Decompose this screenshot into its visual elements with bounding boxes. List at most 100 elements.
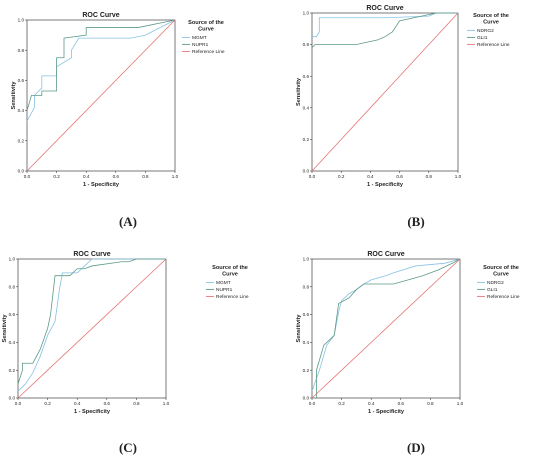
panel-caption: (A) — [119, 214, 137, 229]
x-tick-label: 0.6 — [104, 401, 111, 406]
roc-panel-d: ROC Curve 0.0 0.2 0.4 0.6 0.8 1.0 0.0 0.2 0.4 0.6 0… — [296, 251, 520, 455]
legend-item-label: MGMT — [192, 35, 207, 41]
x-tick-label: 0.6 — [398, 401, 405, 406]
x-axis-label: 1 - Specificity — [367, 182, 404, 188]
y-tick-label: 0.6 — [18, 78, 25, 83]
x-tick-label: 1.0 — [172, 174, 179, 179]
x-axis-label: 1 - Specificity — [368, 409, 405, 415]
x-tick-label: 1.0 — [455, 174, 462, 179]
legend-title-line: Source of the — [212, 265, 248, 271]
legend-item-label: Reference Line — [216, 294, 249, 300]
y-tick-label: 0.2 — [303, 368, 310, 373]
legend-title-line: Source of the — [483, 265, 519, 271]
y-tick-label: 0.2 — [9, 368, 16, 373]
y-axis-label: Sensitivity — [296, 77, 302, 106]
x-tick-label: 0.4 — [368, 401, 375, 406]
y-tick-label: 0.8 — [303, 284, 310, 289]
x-tick-label: 0.4 — [74, 401, 81, 406]
legend-item-label: MGMT — [216, 280, 231, 286]
legend-title-line: Curve — [483, 20, 499, 26]
x-tick-label: 0.8 — [427, 401, 434, 406]
y-axis-label: Sensitivity — [11, 81, 17, 110]
x-tick-label: 1.0 — [163, 401, 170, 406]
roc-panel-b: ROC Curve 0.0 0.2 0.4 0.6 0.8 1.0 0.0 0.2 0.4 0.6 0… — [296, 5, 510, 229]
legend-item-label: Reference Line — [192, 49, 225, 55]
legend-title-line: Curve — [222, 272, 238, 278]
reference-line-line — [26, 19, 176, 172]
legend-title: Source of the Curve — [473, 13, 509, 26]
legend-item-label: NDRG2 — [477, 28, 494, 34]
legend-title-line: Source of the — [473, 13, 509, 19]
x-tick-label: 0.0 — [15, 401, 22, 406]
x-tick-label: 0.2 — [338, 174, 345, 179]
y-tick-label: 0.2 — [18, 138, 25, 143]
plot-frame — [26, 19, 176, 172]
y-tick-label: 0.0 — [18, 169, 25, 174]
x-axis-label: 1 - Specificity — [74, 409, 111, 415]
x-tick-label: 0.6 — [113, 174, 120, 179]
y-axis-label: Sensitivity — [2, 314, 8, 343]
nupr1-line — [17, 258, 166, 385]
x-tick-label: 0.2 — [44, 401, 51, 406]
y-tick-label: 0.8 — [9, 284, 16, 289]
ndrg2-line — [311, 258, 461, 392]
x-tick-label: 0.0 — [24, 174, 31, 179]
nupr1-line — [26, 19, 176, 111]
y-tick-label: 0.8 — [18, 48, 25, 53]
x-tick-label: 0.4 — [83, 174, 90, 179]
y-tick-label: 0.4 — [303, 340, 310, 345]
y-tick-label: 0.2 — [303, 137, 310, 142]
x-tick-label: 0.8 — [426, 174, 433, 179]
y-tick-label: 0.0 — [303, 396, 310, 401]
roc-panel-c: ROC Curve 0.0 0.2 0.4 0.6 0.8 1.0 0.0 0.2 0.4 0.6 0… — [2, 251, 249, 455]
legend-title: Source of the Curve — [188, 20, 224, 33]
chart-title: ROC Curve — [82, 12, 119, 19]
mgmt-line — [26, 19, 176, 122]
plot-frame — [311, 12, 459, 172]
y-tick-label: 0.0 — [303, 169, 310, 174]
x-axis-label: 1 - Specificity — [83, 182, 120, 188]
mgmt-line — [17, 258, 166, 392]
x-tick-label: 0.2 — [338, 401, 345, 406]
legend-item-label: Reference Line — [487, 294, 520, 300]
panel-caption: (B) — [407, 214, 424, 229]
x-tick-label: 0.0 — [309, 401, 316, 406]
chart-title: ROC Curve — [73, 251, 110, 258]
y-tick-label: 0.6 — [303, 74, 310, 79]
x-tick-label: 0.8 — [133, 401, 140, 406]
y-axis-label: Sensitivity — [296, 314, 302, 343]
y-tick-label: 1.0 — [18, 18, 25, 23]
legend-item-label: NUPR1 — [192, 42, 209, 48]
y-tick-label: 0.0 — [9, 396, 16, 401]
y-tick-label: 0.8 — [303, 42, 310, 47]
ndrg2-line — [312, 12, 458, 38]
y-tick-label: 0.6 — [303, 312, 310, 317]
legend-item-label: Reference Line — [477, 42, 510, 48]
y-tick-label: 0.4 — [18, 108, 25, 113]
chart-title: ROC Curve — [367, 251, 404, 258]
reference-line-line — [311, 258, 461, 399]
y-tick-label: 0.4 — [303, 105, 310, 110]
reference-line-line — [17, 258, 167, 399]
y-tick-label: 1.0 — [303, 257, 310, 262]
legend-item-label: GLI1 — [477, 35, 488, 41]
legend-title-line: Curve — [493, 272, 509, 278]
x-tick-label: 0.2 — [53, 174, 60, 179]
reference-line-line — [311, 12, 459, 172]
legend-item-label: GLI1 — [487, 287, 498, 293]
chart-title: ROC Curve — [366, 5, 403, 12]
legend-title-line: Source of the — [188, 20, 224, 26]
y-tick-label: 1.0 — [303, 11, 310, 16]
x-tick-label: 0.8 — [142, 174, 149, 179]
legend-title-line: Curve — [198, 27, 214, 33]
panel-caption: (C) — [119, 440, 137, 455]
plot-frame — [311, 258, 461, 399]
x-tick-label: 0.0 — [309, 174, 316, 179]
x-tick-label: 0.6 — [396, 174, 403, 179]
legend-title: Source of the Curve — [483, 265, 519, 278]
legend-item-label: NUPR1 — [216, 287, 233, 293]
x-tick-label: 0.4 — [367, 174, 374, 179]
y-tick-label: 0.6 — [9, 312, 16, 317]
panel-caption: (D) — [407, 440, 425, 455]
